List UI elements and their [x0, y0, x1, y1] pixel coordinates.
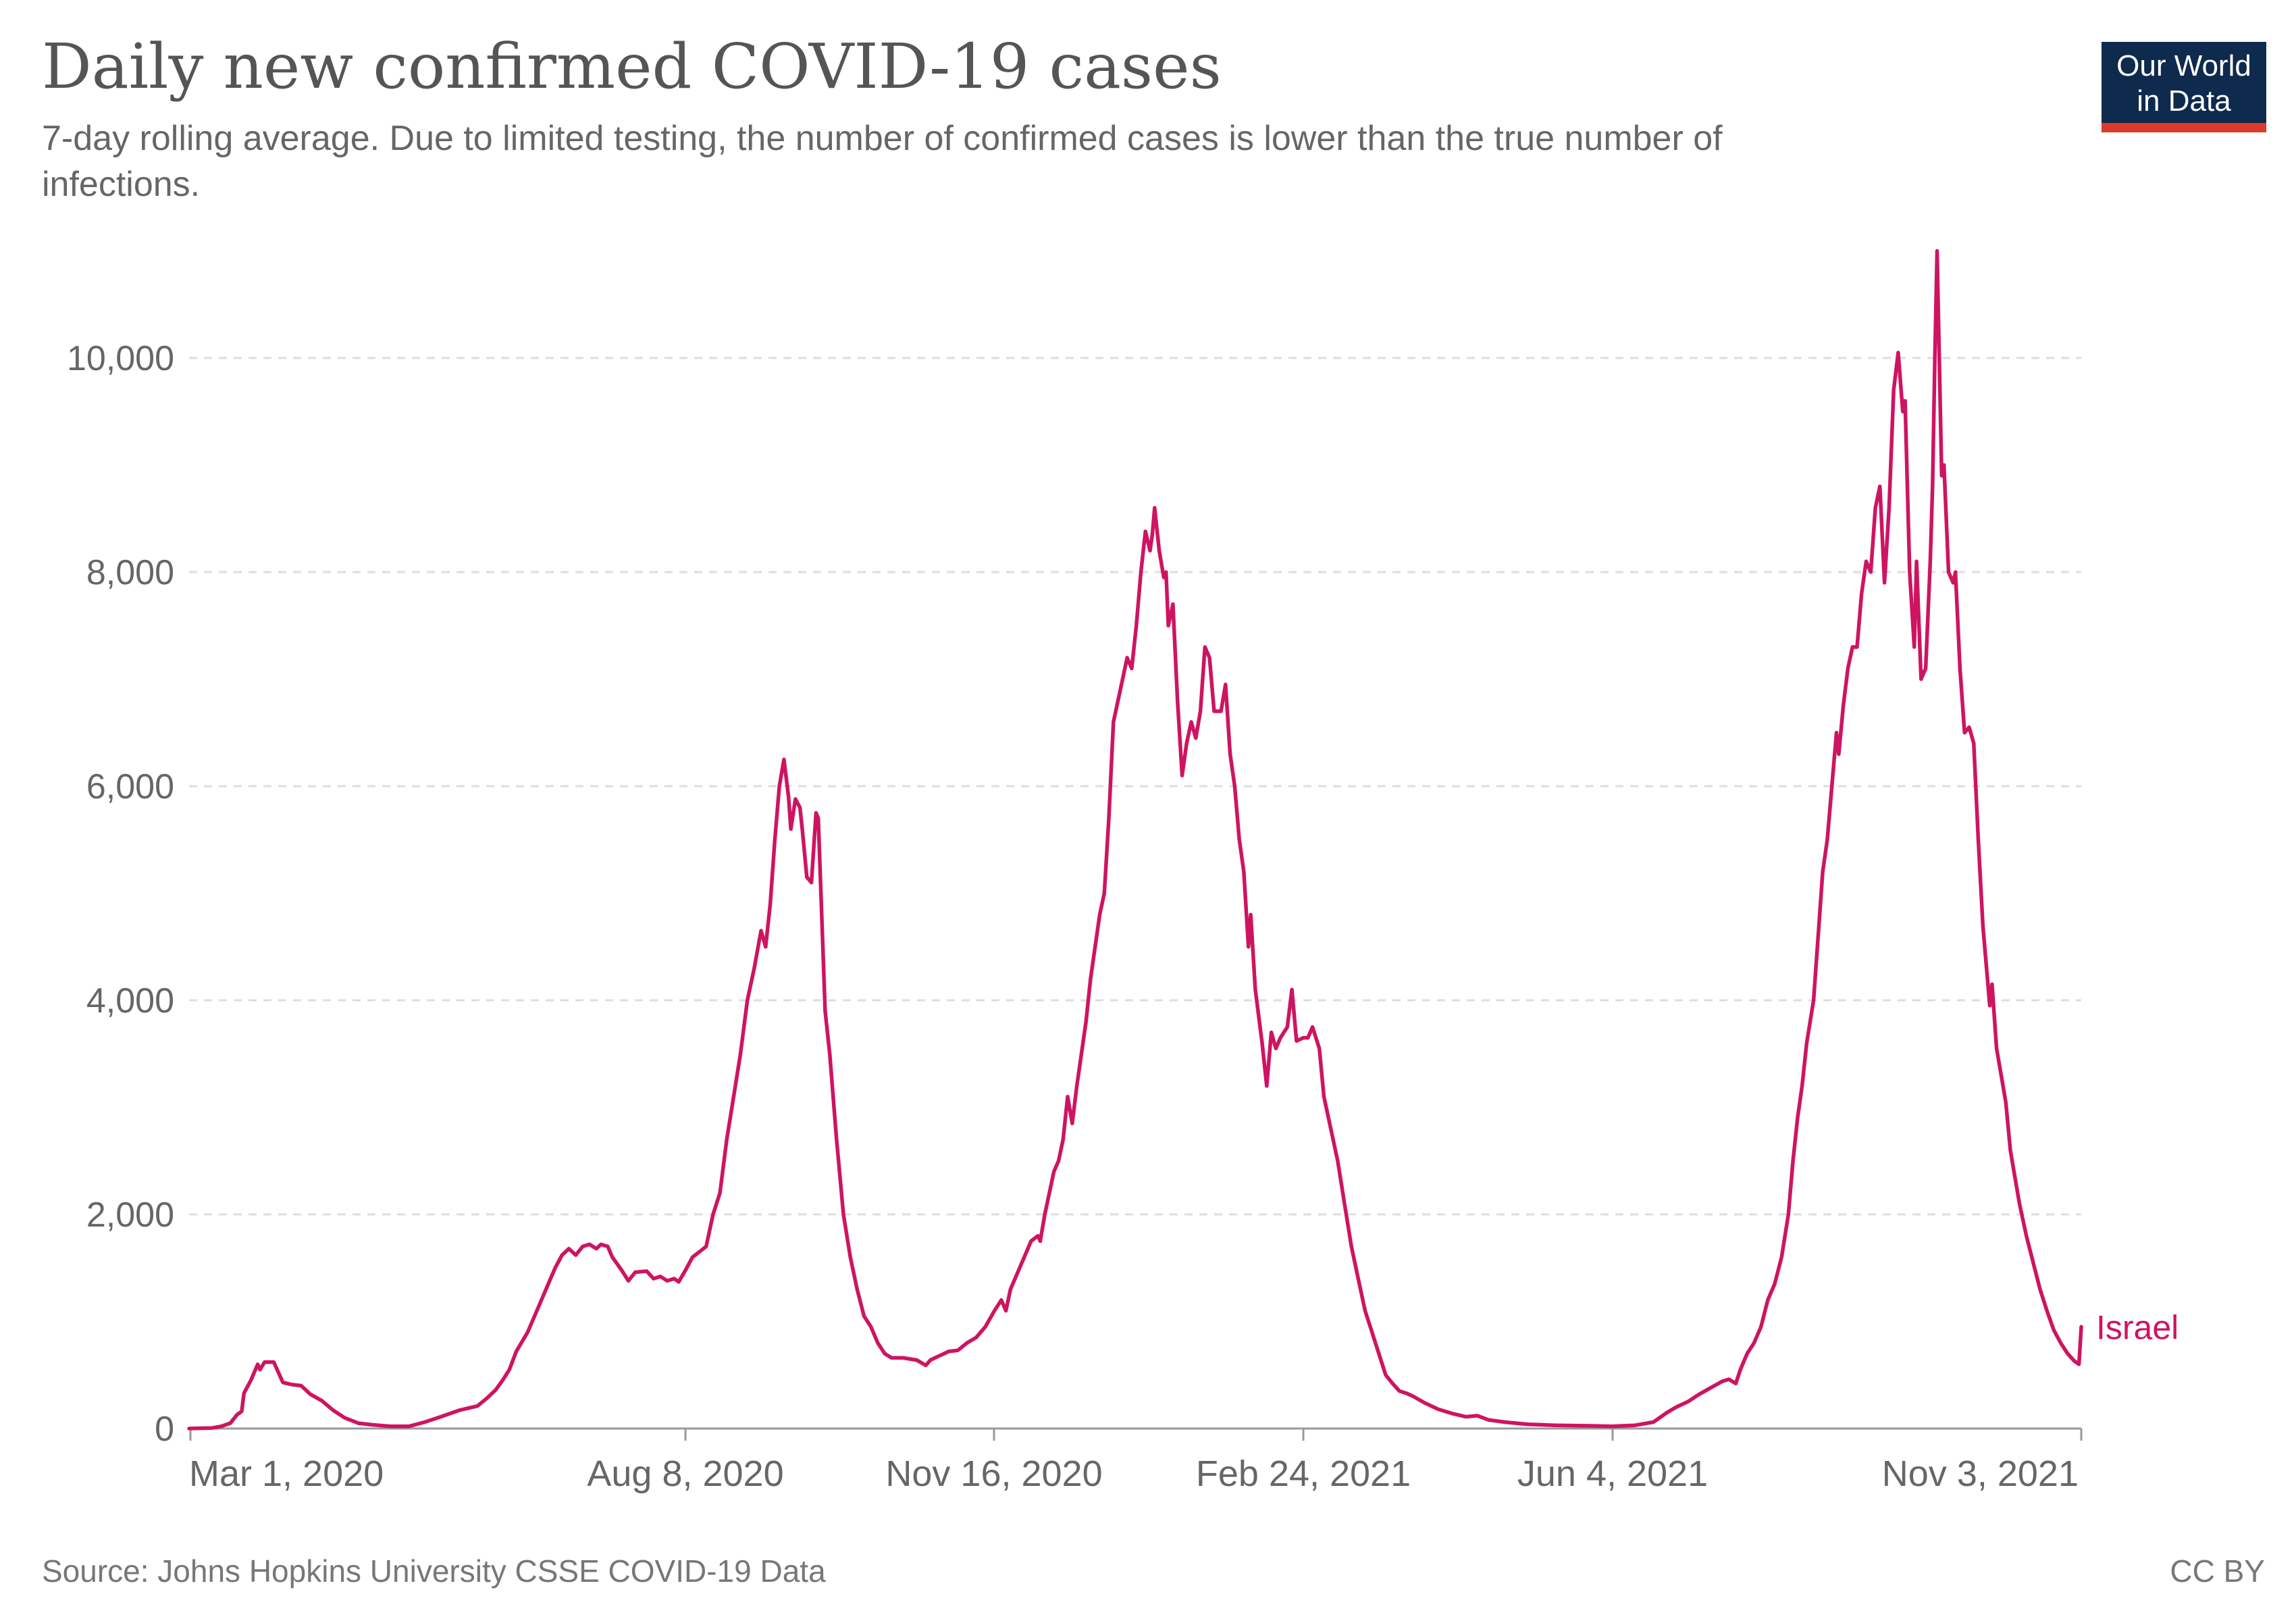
y-tick-label-1: 2,000 [86, 1195, 174, 1235]
y-tick-label-5: 10,000 [67, 339, 174, 378]
owid-logo[interactable]: Our World in Data [2102, 42, 2266, 132]
x-tick-label-2: Nov 16, 2020 [885, 1453, 1102, 1494]
logo-text-line-2: in Data [2137, 84, 2231, 118]
chart-subtitle-line-1: 7-day rolling average. Due to limited te… [42, 119, 1723, 158]
logo-text-line-1: Our World [2116, 49, 2251, 82]
footer-license[interactable]: CC BY [2170, 1553, 2265, 1589]
series-line-israel[interactable] [187, 249, 2083, 1431]
y-tick-label-2: 4,000 [86, 981, 174, 1021]
y-tick-label-3: 6,000 [86, 767, 174, 806]
logo-stripe [2102, 123, 2266, 132]
x-tick-label-5: Nov 3, 2021 [1882, 1453, 2079, 1494]
y-tick-label-0: 0 [155, 1410, 174, 1449]
x-tick-label-0: Mar 1, 2020 [189, 1453, 384, 1494]
logo-background [2102, 42, 2266, 130]
footer-source: Source: Johns Hopkins University CSSE CO… [42, 1553, 826, 1589]
series-label-israel: Israel [2096, 1308, 2178, 1346]
x-tick-label-3: Feb 24, 2021 [1196, 1453, 1411, 1494]
x-tick-label-1: Aug 8, 2020 [587, 1453, 783, 1494]
grid-layer [189, 357, 2081, 1216]
chart-title: Daily new confirmed COVID-19 cases [42, 30, 1222, 103]
x-tick-label-4: Jun 4, 2021 [1517, 1453, 1708, 1494]
y-tick-label-4: 8,000 [86, 553, 174, 592]
chart-subtitle-line-2: infections. [42, 165, 200, 204]
axis-layer: 0 2,000 4,000 6,000 8,000 10,000 Mar 1, 2020 Au… [67, 339, 2083, 1494]
series-layer: Israel [187, 249, 2178, 1431]
